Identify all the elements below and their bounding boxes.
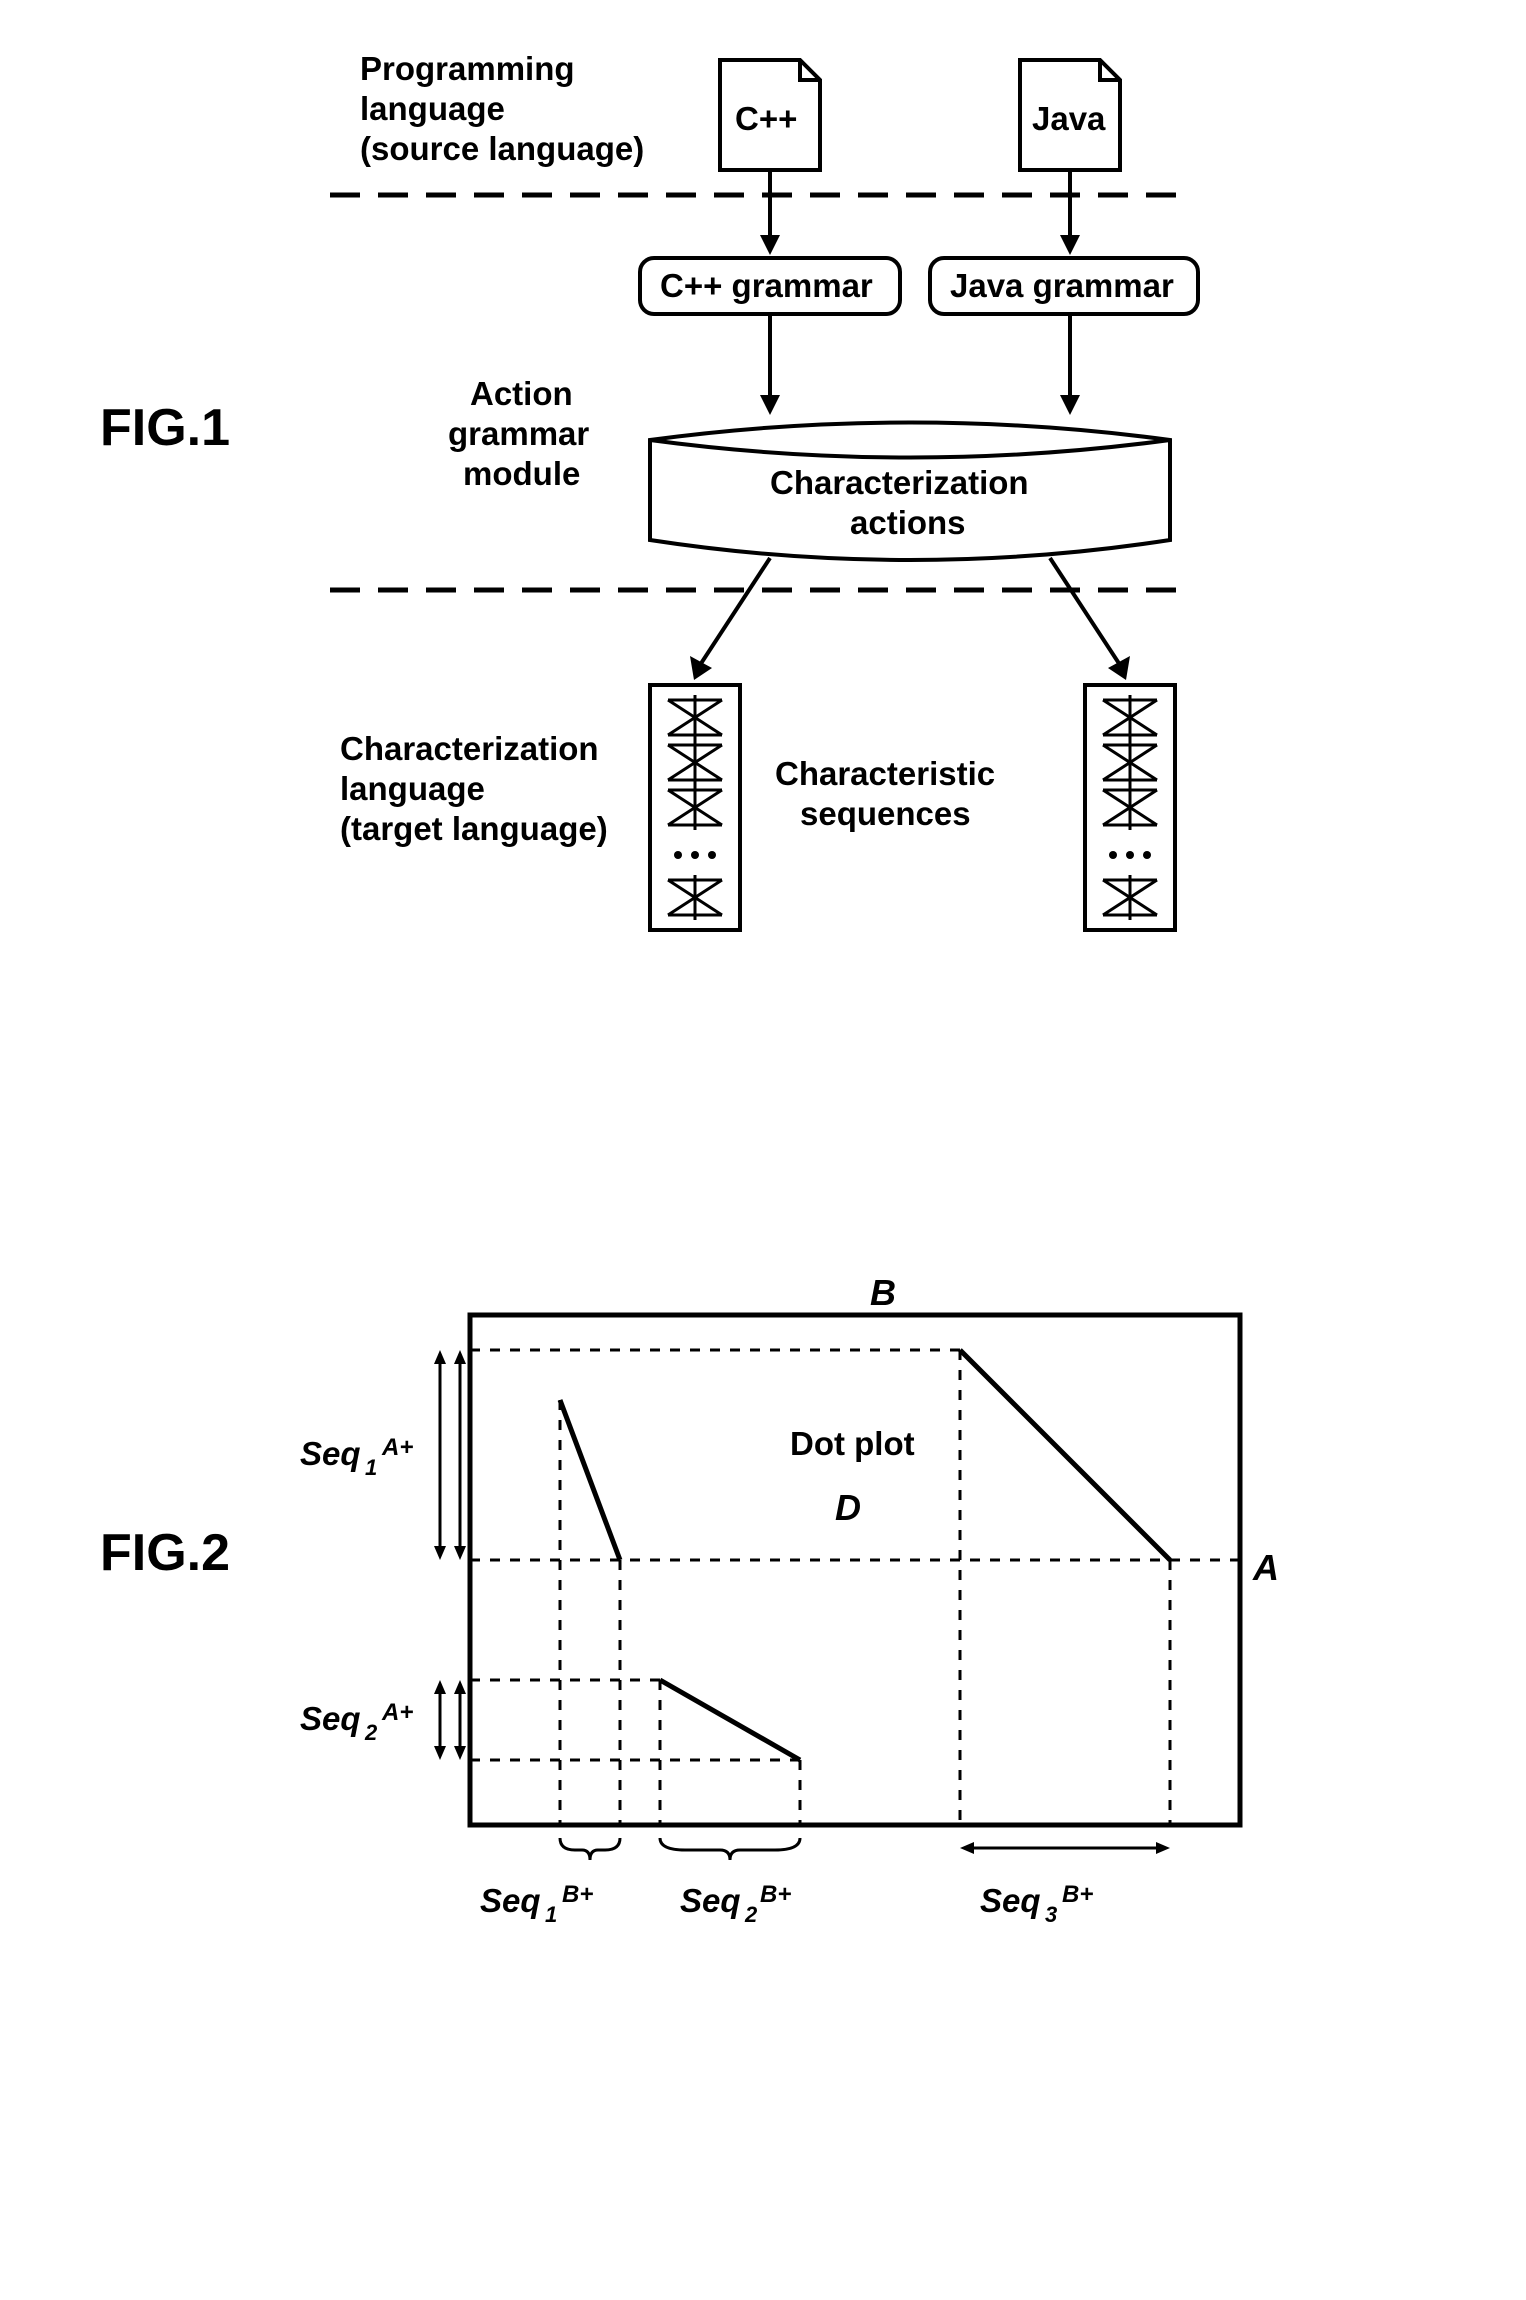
svg-text:A+: A+ xyxy=(381,1434,413,1461)
cylinder-label-1: Characterization xyxy=(770,464,1029,501)
svg-text:Seq: Seq xyxy=(300,1700,361,1737)
svg-text:B+: B+ xyxy=(760,1881,791,1908)
cpp-grammar-box: C++ grammar xyxy=(640,258,900,314)
svg-text:2: 2 xyxy=(744,1902,758,1927)
cpp-grammar-label: C++ grammar xyxy=(660,267,873,304)
seq2b-span xyxy=(660,1838,800,1860)
charseq-label-1: Characteristic xyxy=(775,755,995,792)
arrow-javagrammar-to-cylinder xyxy=(1060,314,1080,415)
a-axis-label: A xyxy=(1252,1547,1279,1588)
java-grammar-box: Java grammar xyxy=(930,258,1198,314)
dotplot-label: Dot plot xyxy=(790,1425,915,1462)
target-label-1: Characterization xyxy=(340,730,599,767)
seq1a-label: Seq 1 A+ xyxy=(300,1434,413,1480)
action-label-3: module xyxy=(463,455,580,492)
svg-text:Seq: Seq xyxy=(680,1882,741,1919)
left-sequence-box xyxy=(650,685,740,930)
svg-text:B+: B+ xyxy=(562,1881,593,1908)
d-label: D xyxy=(835,1487,861,1528)
arrow-cylinder-left xyxy=(690,558,770,680)
seq2a-span xyxy=(434,1680,466,1760)
svg-text:Seq: Seq xyxy=(980,1882,1041,1919)
characterization-cylinder: Characterization actions xyxy=(650,423,1170,561)
seq2a-label: Seq 2 A+ xyxy=(300,1699,413,1745)
cpp-document: C++ xyxy=(720,60,820,170)
source-lang-line3: (source language) xyxy=(360,130,644,167)
svg-text:B+: B+ xyxy=(1062,1881,1093,1908)
seq1b-label: Seq 1 B+ xyxy=(480,1881,593,1927)
java-document: Java xyxy=(1020,60,1120,170)
arrow-java-to-grammar xyxy=(1060,170,1080,255)
svg-text:Seq: Seq xyxy=(300,1435,361,1472)
target-label-3: (target language) xyxy=(340,810,608,847)
cylinder-label-2: actions xyxy=(850,504,966,541)
svg-text:2: 2 xyxy=(364,1720,378,1745)
action-label-2: grammar xyxy=(448,415,589,452)
seq2b-label: Seq 2 B+ xyxy=(680,1881,791,1927)
dotplot-frame xyxy=(470,1315,1240,1825)
seq1a-span xyxy=(434,1350,466,1560)
source-lang-line2: language xyxy=(360,90,505,127)
source-lang-line1: Programming xyxy=(360,50,575,87)
charseq-label-2: sequences xyxy=(800,795,971,832)
java-doc-label: Java xyxy=(1032,100,1106,137)
b-axis-label: B xyxy=(870,1272,896,1313)
arrow-cppgrammar-to-cylinder xyxy=(760,314,780,415)
svg-text:A+: A+ xyxy=(381,1699,413,1726)
figure-2: FIG.2 B A Dot plot D Seq 1 A+ xyxy=(100,1272,1279,1927)
svg-text:1: 1 xyxy=(545,1902,557,1927)
svg-text:3: 3 xyxy=(1045,1902,1057,1927)
action-label-1: Action xyxy=(470,375,573,412)
svg-text:Seq: Seq xyxy=(480,1882,541,1919)
seq3b-span xyxy=(960,1842,1170,1854)
seq3b-label: Seq 3 B+ xyxy=(980,1881,1093,1927)
right-sequence-box xyxy=(1085,685,1175,930)
arrow-cpp-to-grammar xyxy=(760,170,780,255)
target-label-2: language xyxy=(340,770,485,807)
fig1-label: FIG.1 xyxy=(100,399,230,457)
svg-text:1: 1 xyxy=(365,1455,377,1480)
figure-1: FIG.1 Programming language (source langu… xyxy=(100,50,1198,930)
fig2-label: FIG.2 xyxy=(100,1524,230,1582)
cpp-doc-label: C++ xyxy=(735,100,797,137)
java-grammar-label: Java grammar xyxy=(950,267,1174,304)
seq1b-span xyxy=(560,1838,620,1860)
arrow-cylinder-right xyxy=(1050,558,1130,680)
